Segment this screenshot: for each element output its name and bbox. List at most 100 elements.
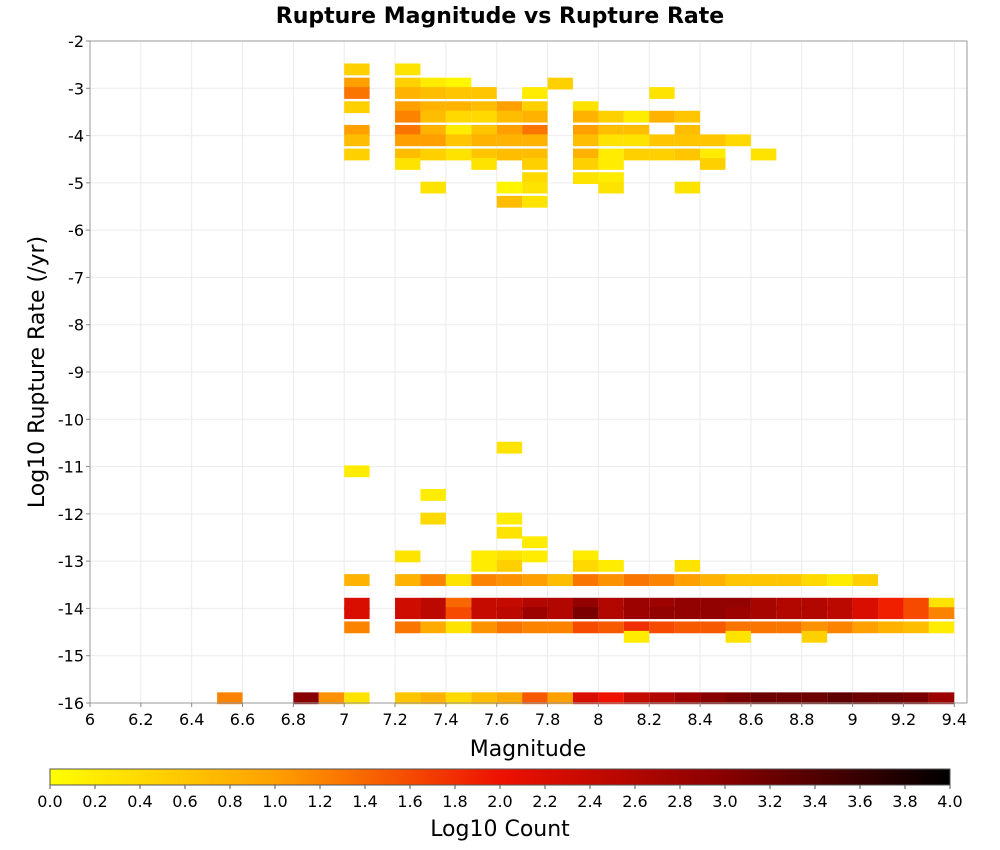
heatmap-cell [776,607,802,620]
heatmap-cell [445,77,472,90]
colorbar-tick-label: 1.6 [397,792,422,811]
heatmap-cell [928,692,955,705]
heatmap-cell [420,489,446,501]
heatmap-cell [827,574,853,586]
heatmap-cell [547,607,573,620]
heatmap-cell [395,574,421,586]
colorbar-tick-label: 4.0 [937,792,962,811]
heatmap-cell [522,101,548,114]
heatmap-cell [496,607,523,620]
heatmap-cell [471,158,497,170]
heatmap-cell [750,597,777,610]
x-tick-label: 9.4 [942,710,967,729]
heatmap-cell [496,597,523,610]
heatmap-cell [395,148,421,161]
heatmap-cell [649,621,675,634]
y-axis-ticks: -2 -3 -4 -5 -6 -7 -8 -9 -10 -11 -12 -13 -14 -15 -16 [58,32,90,713]
heatmap-cell [547,692,573,705]
heatmap-cell [547,574,573,586]
heatmap-cell [623,124,650,137]
heatmap-cell [395,101,421,114]
heatmap-cell [445,597,472,610]
x-tick-label: 8.4 [687,710,712,729]
heatmap-cell [750,692,777,705]
heatmap-cell [445,692,472,705]
heatmap-cell [471,550,497,563]
heatmap-cell [344,77,370,90]
heatmap-cell [572,148,599,161]
y-tick-label: -10 [58,410,84,429]
heatmap-cell [445,124,472,137]
heatmap-cell [572,597,599,610]
colorbar-tick-label: 2.2 [532,792,557,811]
heatmap-cell [852,574,879,586]
heatmap-cell [522,124,548,137]
heatmap-cell [750,607,777,620]
heatmap-cell [344,134,370,147]
y-tick-label: -3 [68,79,84,98]
heatmap-cell [471,597,497,610]
heatmap-cell [572,692,599,705]
heatmap-cell [649,134,675,147]
y-tick-label: -16 [58,694,84,713]
heatmap-cell [649,148,675,161]
heatmap-cell [776,621,802,634]
heatmap-cell [420,621,446,634]
heatmap-cell [903,597,929,610]
heatmap-cell [649,110,675,123]
heatmap-cell [827,607,853,620]
heatmap-cell [572,621,599,634]
heatmap-cell [344,87,370,99]
heatmap-cell [445,574,472,586]
heatmap-cell [445,148,472,161]
heatmap-cell [344,621,370,634]
heatmap-cell [420,597,446,610]
heatmap-cell [623,134,650,147]
heatmap-cell [801,597,828,610]
heatmap-cell [725,574,751,586]
heatmap-cell [471,124,497,137]
heatmap-cell [471,559,497,572]
heatmap-cell [928,607,955,620]
heatmap-cell [420,692,446,705]
heatmap-cell [674,124,701,137]
heatmap-cell [496,512,523,525]
heatmap-cell [649,607,675,620]
x-tick-label: 7.8 [535,710,560,729]
heatmap-cell [217,692,243,705]
heatmap-cell [496,110,523,123]
y-tick-label: -9 [68,363,84,382]
heatmap-cells [217,63,955,705]
heatmap-cell [572,101,599,114]
heatmap-cell [700,134,726,147]
colorbar-tick-label: 3.4 [802,792,827,811]
heatmap-cell [776,597,802,610]
heatmap-cell [674,597,701,610]
heatmap-cell [700,607,726,620]
heatmap-cell [649,692,675,705]
heatmap-cell [725,607,751,620]
heatmap-cell [522,195,548,208]
heatmap-cell [674,181,701,194]
heatmap-cell [598,559,624,572]
heatmap-cell [395,607,421,620]
heatmap-cell [623,110,650,123]
heatmap-cell [572,550,599,563]
heatmap-cell [344,597,370,610]
heatmap-cell [522,134,548,147]
heatmap-cell [598,597,624,610]
heatmap-cell [572,559,599,572]
chart-title: Rupture Magnitude vs Rupture Rate [276,4,724,29]
heatmap-cell [496,148,523,161]
heatmap-cell [420,181,446,194]
heatmap-cell [471,110,497,123]
colorbar-tick-label: 3.2 [757,792,782,811]
heatmap-cell [496,550,523,563]
heatmap-cell [674,559,701,572]
heatmap-cell [623,597,650,610]
y-axis-label: Log10 Rupture Rate (/yr) [25,236,50,508]
x-axis-label: Magnitude [470,737,587,762]
heatmap-cell [572,158,599,170]
heatmap-cell [344,574,370,586]
colorbar-tick-label: 0.4 [127,792,152,811]
